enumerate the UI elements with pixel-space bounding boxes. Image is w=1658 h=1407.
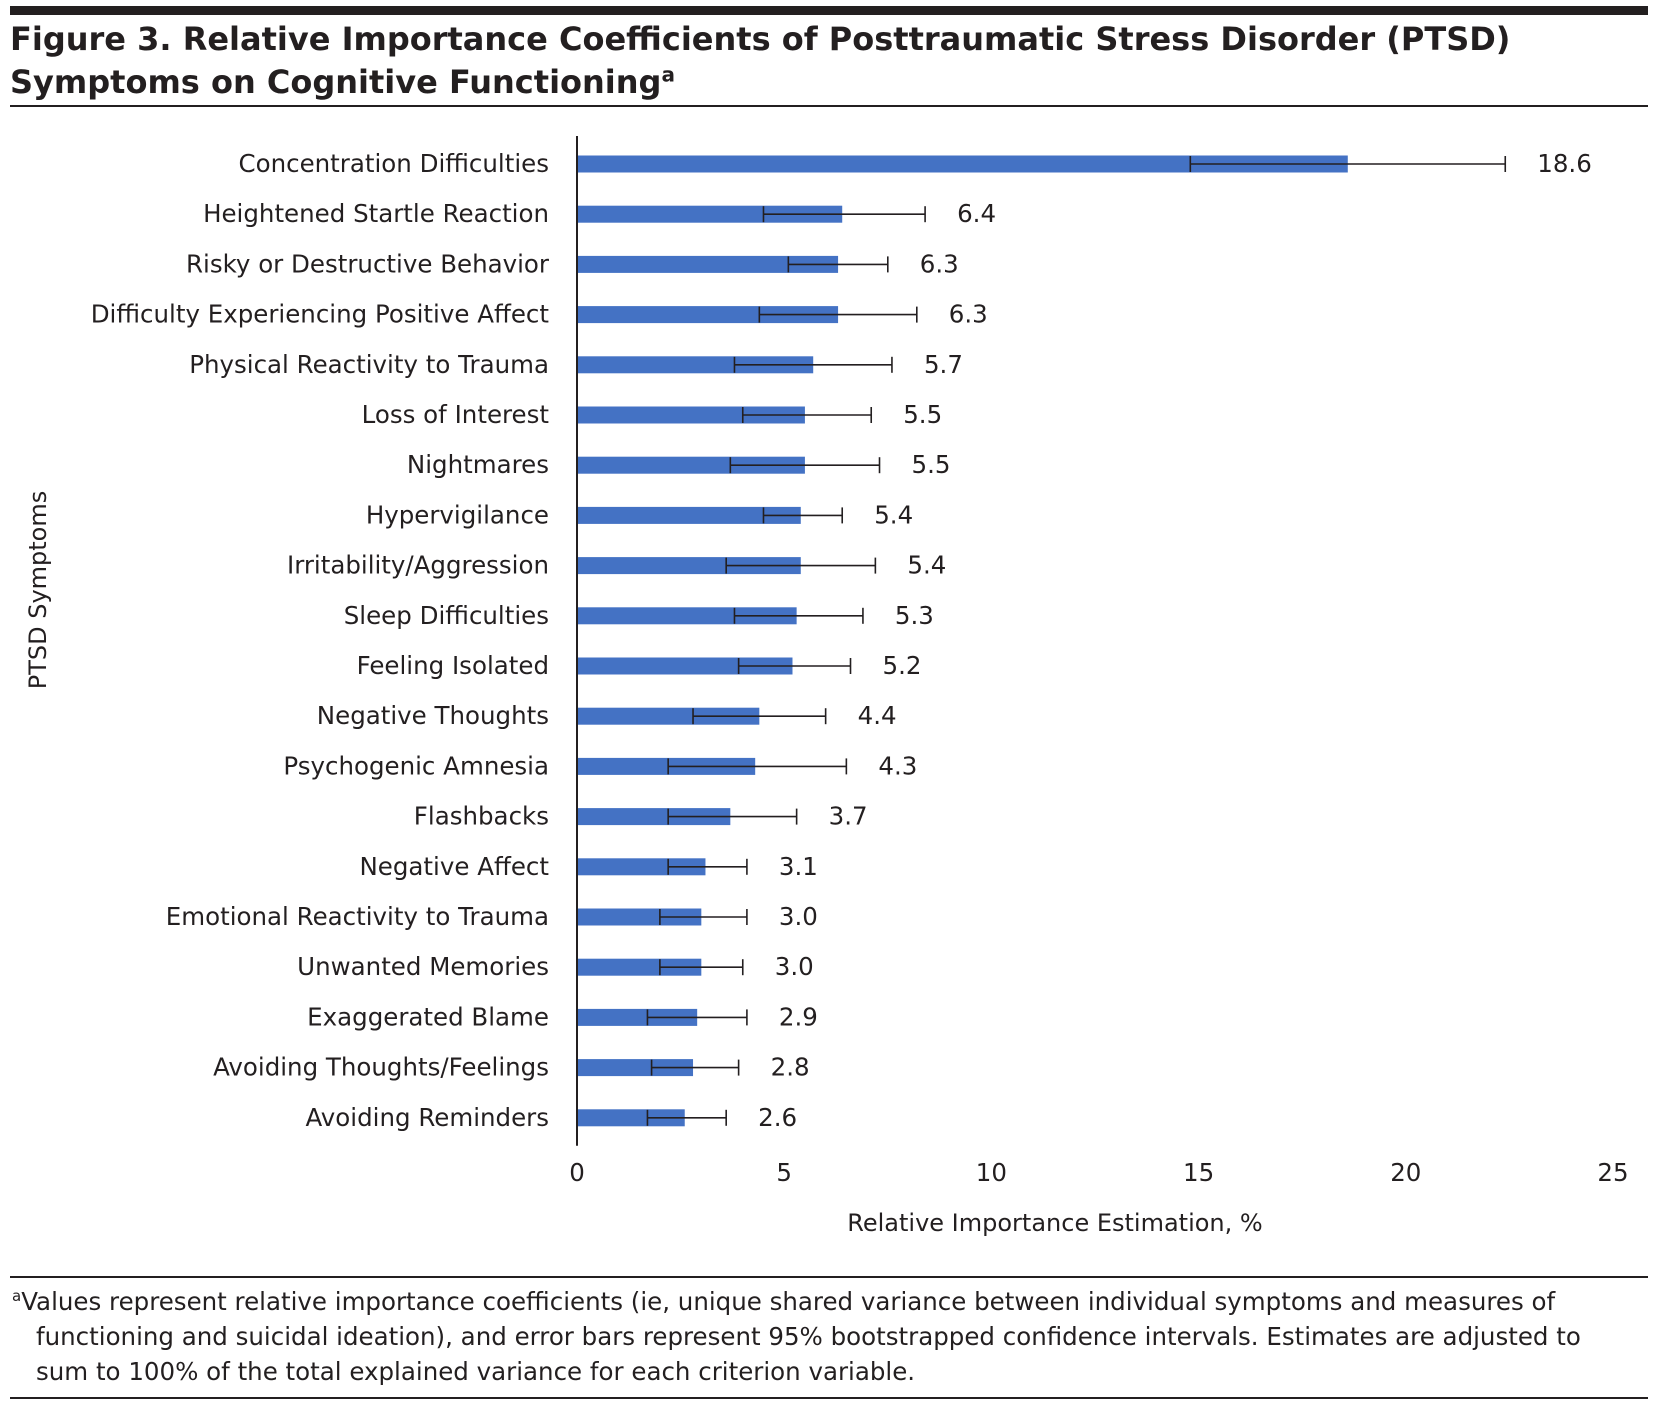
category-label: Feeling Isolated bbox=[357, 651, 549, 680]
footnote-marker: a bbox=[12, 1286, 22, 1305]
category-label: Risky or Destructive Behavior bbox=[186, 249, 550, 278]
value-labels-layer: 18.6 6.4 6.3 6.3 5.7 5.5 5.5 5.4 5.4 5.3 5.2 4.4 4.3… bbox=[758, 149, 1592, 1132]
error-bars-layer bbox=[646, 156, 1507, 1126]
category-label: Hypervigilance bbox=[366, 500, 549, 529]
bar bbox=[577, 1109, 685, 1127]
category-label: Flashbacks bbox=[414, 802, 549, 831]
footnote-text: Values represent relative importance coe… bbox=[21, 1287, 1581, 1386]
value-label: 6.3 bbox=[949, 300, 988, 329]
category-label: Irritability/Aggression bbox=[287, 551, 549, 580]
category-label: Heightened Startle Reaction bbox=[203, 199, 549, 228]
title-footnote-marker: a bbox=[661, 62, 675, 87]
value-label: 2.8 bbox=[771, 1053, 810, 1082]
value-label: 4.3 bbox=[878, 751, 917, 780]
value-label: 3.0 bbox=[779, 902, 818, 931]
category-label: Psychogenic Amnesia bbox=[283, 751, 549, 780]
category-label: Physical Reactivity to Trauma bbox=[189, 350, 549, 379]
footnote: aValues represent relative importance co… bbox=[12, 1284, 1634, 1389]
bar bbox=[577, 757, 756, 775]
bar bbox=[577, 858, 706, 876]
value-label: 18.6 bbox=[1537, 149, 1592, 178]
x-tick-labels-layer: 0 5 10 15 20 25 bbox=[569, 1158, 1628, 1187]
value-label: 5.7 bbox=[924, 350, 963, 379]
bar bbox=[577, 155, 1348, 173]
value-label: 3.0 bbox=[775, 952, 814, 981]
bar bbox=[577, 808, 731, 826]
value-label: 4.4 bbox=[858, 701, 897, 730]
bar bbox=[577, 406, 805, 424]
bar bbox=[577, 557, 801, 575]
value-label: 3.1 bbox=[779, 852, 818, 881]
top-rule bbox=[10, 6, 1648, 15]
x-tick-label: 0 bbox=[569, 1158, 585, 1187]
category-label: Concentration Difficulties bbox=[238, 149, 549, 178]
bar bbox=[577, 456, 805, 474]
category-labels-layer: Concentration Difficulties Heightened Sta… bbox=[91, 149, 550, 1132]
value-label: 5.5 bbox=[912, 450, 951, 479]
value-label: 5.4 bbox=[907, 551, 946, 580]
value-label: 5.4 bbox=[874, 500, 913, 529]
bar bbox=[577, 255, 839, 273]
bar bbox=[577, 506, 801, 524]
category-label: Difficulty Experiencing Positive Affect bbox=[91, 300, 550, 329]
category-label: Unwanted Memories bbox=[297, 952, 549, 981]
value-label: 3.7 bbox=[829, 802, 868, 831]
category-label: Negative Affect bbox=[359, 852, 549, 881]
bar bbox=[577, 1008, 698, 1026]
x-tick-label: 15 bbox=[1183, 1158, 1214, 1187]
x-tick-label: 5 bbox=[776, 1158, 792, 1187]
category-label: Sleep Difficulties bbox=[344, 601, 549, 630]
bar bbox=[577, 958, 702, 976]
category-label: Nightmares bbox=[407, 450, 549, 479]
figure-title-text: Figure 3. Relative Importance Coefficien… bbox=[10, 20, 1511, 101]
category-label: Avoiding Thoughts/Feelings bbox=[213, 1053, 549, 1082]
x-axis-title: Relative Importance Estimation, % bbox=[847, 1209, 1262, 1237]
category-label: Emotional Reactivity to Trauma bbox=[166, 902, 549, 931]
bar bbox=[577, 306, 839, 324]
value-label: 5.5 bbox=[903, 400, 942, 429]
value-label: 6.3 bbox=[920, 249, 959, 278]
figure-title: Figure 3. Relative Importance Coefficien… bbox=[10, 18, 1598, 104]
value-label: 2.6 bbox=[758, 1103, 797, 1132]
bar bbox=[577, 707, 760, 725]
title-rule bbox=[10, 105, 1648, 107]
x-tick-label: 20 bbox=[1390, 1158, 1421, 1187]
value-label: 5.3 bbox=[895, 601, 934, 630]
x-tick-label: 25 bbox=[1597, 1158, 1628, 1187]
category-label: Exaggerated Blame bbox=[307, 1002, 549, 1031]
bar bbox=[577, 1059, 694, 1077]
category-label: Avoiding Reminders bbox=[305, 1103, 549, 1132]
value-label: 6.4 bbox=[957, 199, 996, 228]
value-label: 2.9 bbox=[779, 1002, 818, 1031]
bar bbox=[577, 607, 797, 625]
value-label: 5.2 bbox=[883, 651, 922, 680]
bar-chart: Concentration Difficulties Heightened Sta… bbox=[24, 136, 1629, 1237]
y-axis-title: PTSD Symptoms bbox=[24, 491, 52, 690]
footnote-rule bbox=[10, 1276, 1648, 1278]
bar bbox=[577, 205, 843, 223]
bar bbox=[577, 908, 702, 926]
x-tick-label: 10 bbox=[976, 1158, 1007, 1187]
bar bbox=[577, 356, 814, 374]
category-label: Loss of Interest bbox=[362, 400, 550, 429]
category-label: Negative Thoughts bbox=[317, 701, 549, 730]
bottom-rule bbox=[10, 1397, 1648, 1399]
